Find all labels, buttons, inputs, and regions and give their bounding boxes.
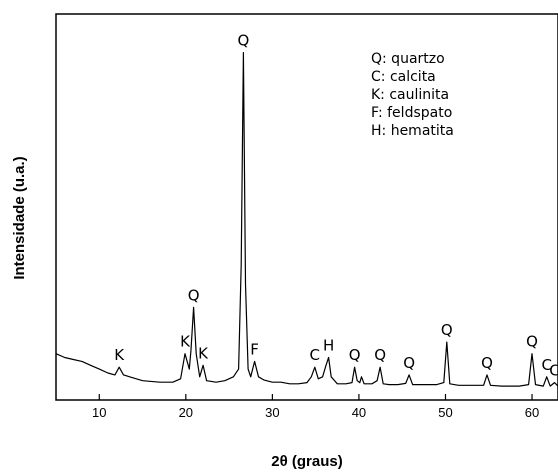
peak-label: Q bbox=[188, 286, 200, 304]
x-axis-ticks: 10 20 30 40 50 60 bbox=[92, 394, 539, 420]
peak-label: C bbox=[541, 356, 551, 374]
x-tick-label: 10 bbox=[92, 405, 106, 420]
legend-entry-calcita: C: calcita bbox=[371, 69, 436, 85]
peak-label: K bbox=[114, 346, 125, 364]
x-tick-label: 50 bbox=[438, 405, 452, 420]
series-line bbox=[55, 51, 558, 387]
legend-entry-hematita: H: hematita bbox=[371, 123, 454, 139]
x-axis-label: 2θ (graus) bbox=[271, 453, 342, 470]
legend-entry-caulinita: K: caulinita bbox=[371, 87, 449, 103]
y-axis-label: Intensidade (u.a.) bbox=[11, 156, 28, 279]
peak-label: Q bbox=[374, 346, 386, 364]
peak-label: Q bbox=[403, 354, 415, 372]
peak-label: H bbox=[323, 337, 334, 355]
x-tick-label: 40 bbox=[352, 405, 366, 420]
peak-label: Q bbox=[441, 321, 453, 339]
peak-label: Q bbox=[481, 354, 493, 372]
peak-label: C bbox=[310, 346, 320, 364]
x-tick-label: 60 bbox=[525, 405, 539, 420]
legend: Q: quartzo C: calcita K: caulinita F: fe… bbox=[371, 51, 454, 139]
peak-label: F bbox=[250, 340, 259, 358]
legend-entry-feldspato: F: feldspato bbox=[371, 105, 452, 121]
peak-label: Q bbox=[349, 346, 361, 364]
peak-label: Q bbox=[526, 333, 538, 351]
x-tick-label: 30 bbox=[265, 405, 279, 420]
plot-frame bbox=[55, 13, 558, 401]
peak-label: K bbox=[198, 344, 209, 362]
x-tick-label: 20 bbox=[179, 405, 193, 420]
peak-label: K bbox=[180, 333, 191, 351]
peak-label: C bbox=[549, 362, 558, 380]
peak-label: Q bbox=[237, 32, 249, 50]
legend-entry-quartzo: Q: quartzo bbox=[371, 51, 445, 67]
